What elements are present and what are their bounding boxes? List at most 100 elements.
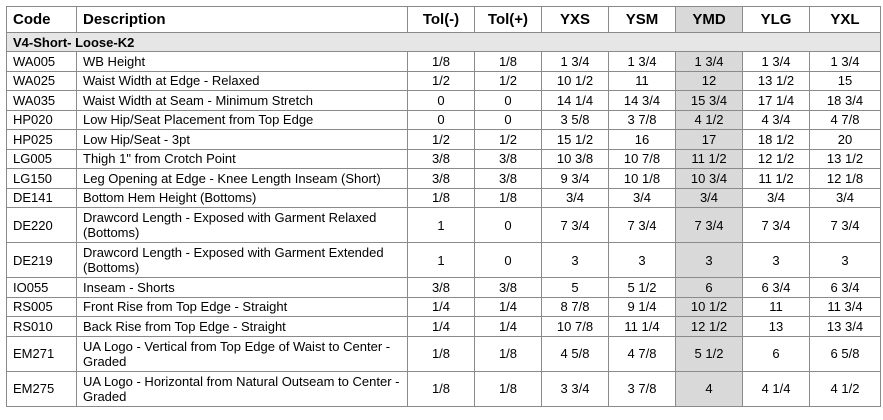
cell-size-ymd: 3 bbox=[675, 242, 743, 278]
cell-size-ymd: 12 bbox=[675, 70, 743, 91]
header-code: Code bbox=[6, 6, 77, 33]
table-row: WA005 WB Height 1/8 1/8 1 3/4 1 3/4 1 3/4 1 3/4… bbox=[6, 51, 881, 72]
cell-tol-plus: 3/8 bbox=[474, 168, 542, 189]
cell-size-yxl: 1 3/4 bbox=[809, 51, 881, 72]
cell-size-yxs: 8 7/8 bbox=[541, 296, 609, 317]
cell-description: Drawcord Length - Exposed with Garment E… bbox=[76, 242, 408, 278]
cell-tol-plus: 1/8 bbox=[474, 187, 542, 208]
cell-tol-minus: 1/4 bbox=[407, 316, 475, 337]
table-row: WA025 Waist Width at Edge - Relaxed 1/2 1/2… bbox=[6, 70, 881, 91]
cell-size-ymd: 6 bbox=[675, 277, 743, 298]
cell-size-ysm: 11 1/4 bbox=[608, 316, 676, 337]
header-description: Description bbox=[76, 6, 408, 33]
cell-size-yxl: 18 3/4 bbox=[809, 90, 881, 111]
cell-size-yxl: 15 bbox=[809, 70, 881, 91]
cell-size-yxs: 15 1/2 bbox=[541, 129, 609, 150]
header-tol-plus: Tol(+) bbox=[474, 6, 542, 33]
table-row: LG005 Thigh 1" from Crotch Point 3/8 3/8 10 … bbox=[6, 148, 881, 169]
cell-size-ysm: 3 7/8 bbox=[608, 370, 676, 407]
cell-size-ysm: 7 3/4 bbox=[608, 207, 676, 243]
cell-description: Leg Opening at Edge - Knee Length Inseam… bbox=[76, 168, 408, 189]
cell-size-ymd: 12 1/2 bbox=[675, 316, 743, 337]
cell-size-ylg: 4 3/4 bbox=[742, 109, 810, 130]
cell-size-ysm: 3 bbox=[608, 242, 676, 278]
cell-code: WA005 bbox=[6, 51, 77, 72]
cell-size-ysm: 10 1/8 bbox=[608, 168, 676, 189]
table-row: EM271 UA Logo - Vertical from Top Edge of… bbox=[6, 335, 881, 372]
cell-tol-plus: 1/2 bbox=[474, 129, 542, 150]
cell-description: Back Rise from Top Edge - Straight bbox=[76, 316, 408, 337]
cell-description: Inseam - Shorts bbox=[76, 277, 408, 298]
cell-size-ysm: 9 1/4 bbox=[608, 296, 676, 317]
cell-size-ysm: 3 7/8 bbox=[608, 109, 676, 130]
cell-size-ylg: 3/4 bbox=[742, 187, 810, 208]
cell-size-ylg: 18 1/2 bbox=[742, 129, 810, 150]
cell-code: DE220 bbox=[6, 207, 77, 243]
cell-code: RS010 bbox=[6, 316, 77, 337]
table-row: RS005 Front Rise from Top Edge - Straight… bbox=[6, 296, 881, 317]
cell-description: Drawcord Length - Exposed with Garment R… bbox=[76, 207, 408, 243]
cell-description: Waist Width at Edge - Relaxed bbox=[76, 70, 408, 91]
table-row: WA035 Waist Width at Seam - Minimum Stret… bbox=[6, 90, 881, 111]
cell-size-yxs: 3/4 bbox=[541, 187, 609, 208]
table-row: HP025 Low Hip/Seat - 3pt 1/2 1/2 15 1/2 16 17 1… bbox=[6, 129, 881, 150]
cell-size-yxs: 10 1/2 bbox=[541, 70, 609, 91]
cell-tol-plus: 3/8 bbox=[474, 148, 542, 169]
cell-size-ysm: 1 3/4 bbox=[608, 51, 676, 72]
cell-description: UA Logo - Vertical from Top Edge of Wais… bbox=[76, 335, 408, 372]
cell-size-yxl: 13 1/2 bbox=[809, 148, 881, 169]
cell-tol-plus: 0 bbox=[474, 207, 542, 243]
cell-size-yxl: 4 7/8 bbox=[809, 109, 881, 130]
cell-size-ylg: 12 1/2 bbox=[742, 148, 810, 169]
header-size-ymd: YMD bbox=[675, 6, 743, 33]
cell-code: WA025 bbox=[6, 70, 77, 91]
cell-description: WB Height bbox=[76, 51, 408, 72]
cell-size-ymd: 3/4 bbox=[675, 187, 743, 208]
cell-size-yxl: 3/4 bbox=[809, 187, 881, 208]
cell-tol-minus: 3/8 bbox=[407, 148, 475, 169]
cell-size-yxl: 13 3/4 bbox=[809, 316, 881, 337]
cell-size-ylg: 11 1/2 bbox=[742, 168, 810, 189]
cell-description: Low Hip/Seat - 3pt bbox=[76, 129, 408, 150]
cell-tol-minus: 0 bbox=[407, 109, 475, 130]
cell-size-ylg: 17 1/4 bbox=[742, 90, 810, 111]
cell-size-yxs: 10 7/8 bbox=[541, 316, 609, 337]
cell-size-ymd: 4 1/2 bbox=[675, 109, 743, 130]
table-row: RS010 Back Rise from Top Edge - Straight 1… bbox=[6, 316, 881, 337]
cell-size-ymd: 17 bbox=[675, 129, 743, 150]
cell-code: WA035 bbox=[6, 90, 77, 111]
cell-size-ylg: 6 3/4 bbox=[742, 277, 810, 298]
cell-tol-minus: 1/8 bbox=[407, 187, 475, 208]
cell-size-ylg: 6 bbox=[742, 335, 810, 372]
cell-size-yxl: 11 3/4 bbox=[809, 296, 881, 317]
cell-size-yxl: 3 bbox=[809, 242, 881, 278]
cell-size-ymd: 5 1/2 bbox=[675, 335, 743, 372]
cell-size-yxl: 7 3/4 bbox=[809, 207, 881, 243]
cell-code: EM275 bbox=[6, 370, 77, 407]
cell-tol-plus: 0 bbox=[474, 90, 542, 111]
cell-tol-minus: 1 bbox=[407, 242, 475, 278]
cell-tol-minus: 1/8 bbox=[407, 370, 475, 407]
cell-tol-minus: 1 bbox=[407, 207, 475, 243]
cell-code: EM271 bbox=[6, 335, 77, 372]
cell-tol-minus: 3/8 bbox=[407, 277, 475, 298]
header-size-ylg: YLG bbox=[742, 6, 810, 33]
cell-tol-minus: 0 bbox=[407, 90, 475, 111]
cell-size-yxs: 7 3/4 bbox=[541, 207, 609, 243]
cell-size-yxs: 3 5/8 bbox=[541, 109, 609, 130]
cell-tol-plus: 0 bbox=[474, 242, 542, 278]
cell-code: RS005 bbox=[6, 296, 77, 317]
cell-description: UA Logo - Horizontal from Natural Outsea… bbox=[76, 370, 408, 407]
cell-size-ylg: 11 bbox=[742, 296, 810, 317]
cell-code: HP025 bbox=[6, 129, 77, 150]
cell-size-yxs: 9 3/4 bbox=[541, 168, 609, 189]
header-tol-minus: Tol(-) bbox=[407, 6, 475, 33]
cell-tol-plus: 3/8 bbox=[474, 277, 542, 298]
cell-code: LG005 bbox=[6, 148, 77, 169]
cell-size-ysm: 11 bbox=[608, 70, 676, 91]
cell-size-yxs: 3 3/4 bbox=[541, 370, 609, 407]
cell-size-yxs: 5 bbox=[541, 277, 609, 298]
section-title: V4-Short- Loose-K2 bbox=[6, 32, 881, 52]
cell-size-ylg: 7 3/4 bbox=[742, 207, 810, 243]
cell-code: HP020 bbox=[6, 109, 77, 130]
